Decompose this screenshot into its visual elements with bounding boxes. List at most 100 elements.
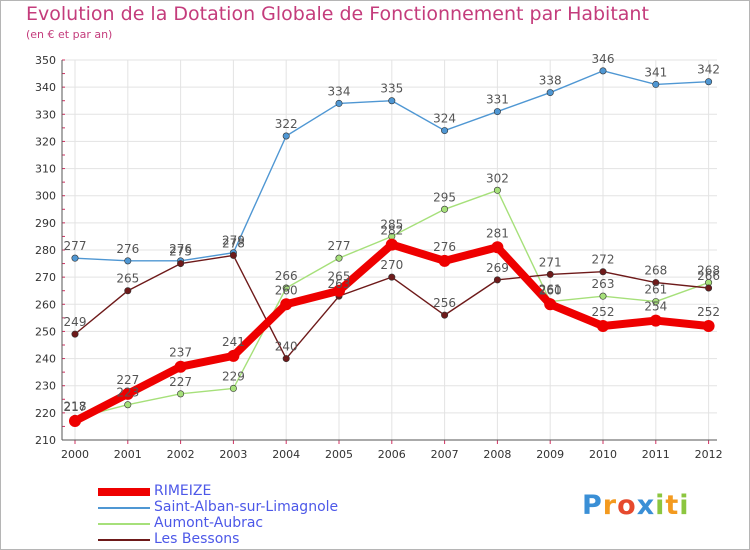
data-label-saint-alban-sur-limagnole: 341 [644, 65, 667, 79]
data-point-rimeize [491, 241, 504, 254]
legend-label-saint-alban-sur-limagnole: Saint-Alban-sur-Limagnole [154, 499, 339, 515]
y-tick-label: 300 [35, 190, 56, 203]
y-tick-label: 310 [35, 163, 56, 176]
legend-item-les-bessons: Les Bessons [98, 531, 398, 548]
data-point-rimeize [597, 320, 609, 332]
data-point-saint-alban-sur-limagnole [652, 80, 660, 88]
data-label-aumont-aubrac: 261 [644, 283, 667, 297]
data-point-rimeize [69, 415, 81, 427]
data-point-rimeize [227, 349, 240, 362]
logo-letter: P [582, 490, 603, 521]
data-point-rimeize [438, 254, 451, 267]
x-tick-label: 2009 [536, 448, 564, 461]
data-label-rimeize: 260 [275, 283, 298, 297]
chart-legend: RIMEIZE Saint-Alban-sur-Limagnole Aumont-A… [98, 483, 398, 548]
y-tick-label: 260 [35, 298, 56, 311]
data-label-les-bessons: 256 [433, 296, 456, 310]
data-label-les-bessons: 269 [486, 261, 509, 275]
data-label-rimeize: 217 [64, 400, 87, 414]
data-label-aumont-aubrac: 263 [592, 277, 615, 291]
data-label-aumont-aubrac: 227 [169, 375, 192, 389]
data-label-les-bessons: 272 [592, 253, 615, 267]
y-tick-label: 270 [35, 271, 56, 284]
data-label-saint-alban-sur-limagnole: 322 [275, 117, 298, 131]
y-tick-label: 250 [35, 325, 56, 338]
logo-letter: o [617, 490, 637, 521]
data-label-rimeize: 281 [486, 226, 509, 240]
data-label-aumont-aubrac: 295 [433, 190, 456, 204]
data-point-saint-alban-sur-limagnole [388, 97, 396, 105]
chart-title: Evolution de la Dotation Globale de Fonc… [26, 3, 649, 25]
legend-label-les-bessons: Les Bessons [154, 531, 240, 547]
data-label-les-bessons: 240 [275, 340, 298, 354]
data-point-les-bessons [124, 287, 132, 295]
logo-letter: r [602, 490, 618, 521]
data-label-saint-alban-sur-limagnole: 331 [486, 93, 509, 107]
legend-swatch-aumont-aubrac [98, 523, 150, 525]
x-tick-label: 2003 [219, 448, 247, 461]
x-tick-label: 2000 [61, 448, 89, 461]
data-label-les-bessons: 275 [169, 245, 192, 259]
legend-item-saint-alban-sur-limagnole: Saint-Alban-sur-Limagnole [98, 499, 398, 516]
data-point-saint-alban-sur-limagnole [124, 257, 132, 265]
data-point-les-bessons [599, 268, 607, 276]
data-point-aumont-aubrac [282, 284, 290, 292]
data-label-les-bessons: 265 [116, 272, 139, 286]
chart-subtitle: (en € et par an) [26, 28, 113, 41]
logo-letter: i [679, 490, 690, 521]
data-point-aumont-aubrac [335, 254, 343, 262]
data-point-les-bessons [546, 270, 554, 278]
data-label-les-bessons: 278 [222, 236, 245, 250]
data-point-aumont-aubrac [652, 298, 660, 306]
legend-swatch-saint-alban-sur-limagnole [98, 507, 150, 509]
data-point-les-bessons [493, 276, 501, 284]
x-tick-label: 2001 [114, 448, 142, 461]
data-label-aumont-aubrac: 277 [328, 239, 351, 253]
x-tick-label: 2008 [483, 448, 511, 461]
data-label-saint-alban-sur-limagnole: 334 [328, 84, 351, 98]
data-label-aumont-aubrac: 223 [116, 386, 139, 400]
data-label-les-bessons: 270 [380, 258, 403, 272]
data-point-aumont-aubrac [441, 205, 449, 213]
data-label-rimeize: 276 [433, 240, 456, 254]
x-tick-label: 2012 [695, 448, 723, 461]
data-point-saint-alban-sur-limagnole [282, 132, 290, 140]
data-point-aumont-aubrac [493, 186, 501, 194]
data-label-saint-alban-sur-limagnole: 277 [64, 239, 87, 253]
data-label-rimeize: 260 [539, 283, 562, 297]
data-point-saint-alban-sur-limagnole [599, 67, 607, 75]
data-point-rimeize [333, 284, 345, 297]
data-label-rimeize: 265 [328, 270, 351, 284]
data-point-rimeize [174, 360, 187, 373]
y-tick-label: 330 [35, 108, 56, 121]
data-point-les-bessons [71, 330, 79, 338]
data-label-les-bessons: 266 [697, 269, 720, 283]
data-label-aumont-aubrac: 302 [486, 171, 509, 185]
x-tick-label: 2002 [167, 448, 195, 461]
data-point-aumont-aubrac [177, 390, 185, 398]
legend-swatch-rimeize [98, 488, 150, 496]
logo-letter: i [655, 490, 666, 521]
data-label-rimeize: 237 [169, 346, 192, 360]
x-tick-label: 2005 [325, 448, 353, 461]
y-tick-label: 280 [35, 244, 56, 257]
y-tick-label: 220 [35, 407, 56, 420]
y-tick-label: 240 [35, 353, 56, 366]
data-point-rimeize [702, 320, 715, 332]
data-label-aumont-aubrac: 229 [222, 369, 245, 383]
legend-label-rimeize: RIMEIZE [154, 483, 212, 499]
data-label-rimeize: 254 [644, 300, 667, 314]
data-point-aumont-aubrac [229, 384, 237, 392]
data-label-saint-alban-sur-limagnole: 276 [116, 242, 139, 256]
data-label-saint-alban-sur-limagnole: 279 [222, 234, 245, 248]
data-label-les-bessons: 249 [64, 315, 87, 329]
data-point-saint-alban-sur-limagnole [546, 89, 554, 97]
x-tick-label: 2010 [589, 448, 617, 461]
x-tick-label: 2011 [642, 448, 670, 461]
y-tick-label: 290 [35, 217, 56, 230]
y-tick-label: 350 [35, 54, 56, 67]
y-tick-label: 340 [35, 81, 56, 94]
data-point-les-bessons [388, 273, 396, 281]
data-point-les-bessons [705, 284, 713, 292]
data-label-rimeize: 252 [697, 305, 720, 319]
